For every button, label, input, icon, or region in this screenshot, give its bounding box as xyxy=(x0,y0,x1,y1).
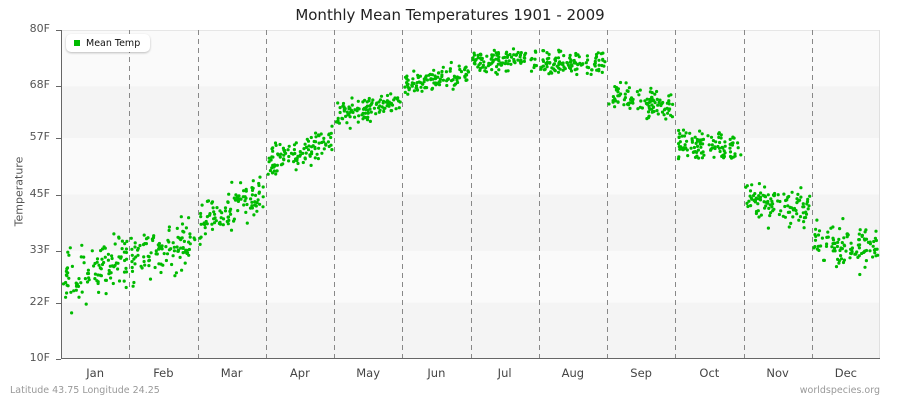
x-tick-label-jul: Jul xyxy=(497,366,512,380)
legend-label: Mean Temp xyxy=(86,37,141,49)
x-tick-label-nov: Nov xyxy=(766,366,789,380)
grid-band xyxy=(61,194,880,251)
y-tick-mark xyxy=(56,138,61,140)
y-tick-label: 80F xyxy=(29,22,50,35)
grid-band xyxy=(61,30,880,87)
x-tick-label-dec: Dec xyxy=(834,366,857,380)
y-tick-label: 10F xyxy=(29,351,50,364)
y-tick-mark xyxy=(56,302,61,304)
y-tick-label: 68F xyxy=(29,78,50,92)
y-tick-label: 22F xyxy=(29,294,50,308)
plot-area xyxy=(61,30,880,359)
x-tick-label-jan: Jan xyxy=(86,366,104,380)
x-tick-label-oct: Oct xyxy=(699,366,720,380)
y-tick-mark xyxy=(56,194,61,196)
location-caption: Latitude 43.75 Longitude 24.25 xyxy=(10,385,160,396)
grid-band xyxy=(61,302,880,359)
x-tick-label-aug: Aug xyxy=(561,366,585,380)
x-tick-label-sep: Sep xyxy=(630,366,652,380)
x-tick-label-may: May xyxy=(356,366,381,380)
grid-band xyxy=(61,250,880,303)
source-link[interactable]: worldspecies.org xyxy=(799,385,880,396)
chart-title: Monthly Mean Temperatures 1901 - 2009 xyxy=(295,6,605,24)
x-tick-label-mar: Mar xyxy=(220,366,243,380)
y-tick-mark xyxy=(56,86,61,88)
legend[interactable]: Mean Temp xyxy=(66,34,151,52)
y-tick-mark xyxy=(56,359,61,360)
legend-swatch-icon xyxy=(74,40,80,46)
grid-band xyxy=(61,138,880,195)
x-tick-label-feb: Feb xyxy=(153,366,174,380)
grid-band xyxy=(61,86,880,139)
y-tick-mark xyxy=(56,30,61,31)
y-tick-label: 33F xyxy=(29,242,50,256)
x-tick-label-apr: Apr xyxy=(289,366,310,380)
y-tick-label: 45F xyxy=(29,186,50,200)
y-tick-label: 57F xyxy=(29,130,50,144)
x-tick-label-jun: Jun xyxy=(427,366,446,380)
y-tick-mark xyxy=(56,250,61,252)
data-points xyxy=(61,47,880,315)
scatter-plot xyxy=(61,30,880,359)
